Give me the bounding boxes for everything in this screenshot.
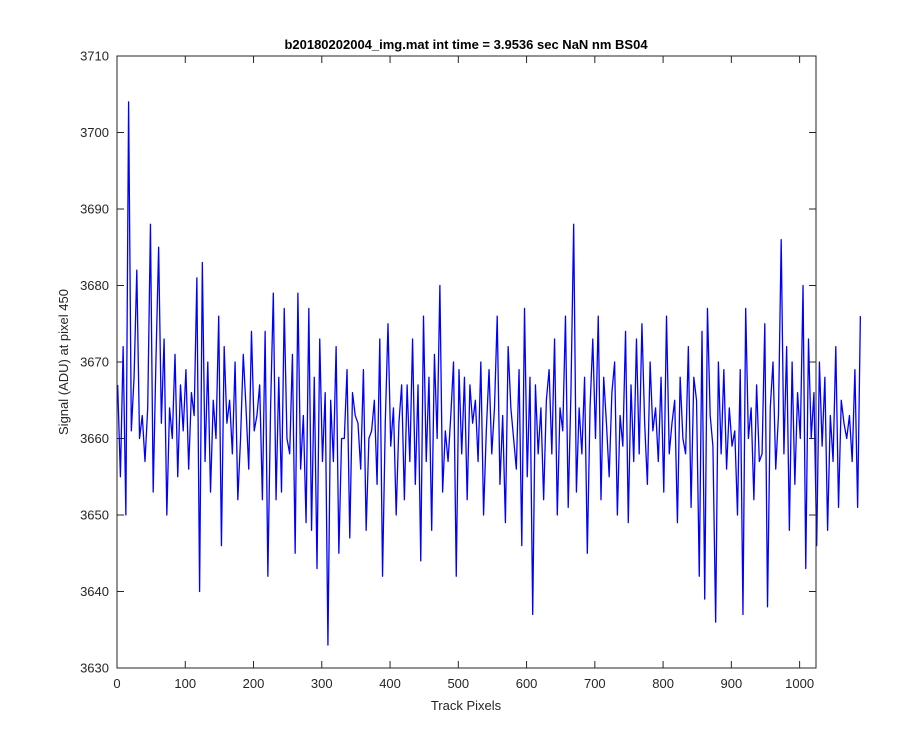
x-tick-label: 800 bbox=[652, 676, 674, 691]
y-tick-label: 3710 bbox=[80, 49, 109, 64]
x-tick-label: 900 bbox=[721, 676, 743, 691]
x-tick-label: 500 bbox=[447, 676, 469, 691]
x-tick-label: 300 bbox=[311, 676, 333, 691]
y-tick-label: 3640 bbox=[80, 584, 109, 599]
x-tick-label: 1000 bbox=[785, 676, 814, 691]
y-tick-label: 3700 bbox=[80, 125, 109, 140]
x-tick-label: 0 bbox=[113, 676, 120, 691]
y-tick-label: 3660 bbox=[80, 431, 109, 446]
y-tick-label: 3680 bbox=[80, 278, 109, 293]
axis-ticks: 0 100 200 300 400 500 600 700 800 900 1000 3630 3640… bbox=[80, 49, 816, 691]
x-tick-label: 100 bbox=[174, 676, 196, 691]
y-tick-label: 3670 bbox=[80, 355, 109, 370]
series-group bbox=[117, 101, 862, 646]
x-tick-label: 600 bbox=[516, 676, 538, 691]
x-tick-label: 200 bbox=[243, 676, 265, 691]
plot-frame bbox=[116, 55, 817, 669]
x-axis-title: Track Pixels bbox=[431, 698, 502, 713]
x-tick-label: 400 bbox=[379, 676, 401, 691]
plot-area bbox=[117, 56, 816, 668]
y-tick-label: 3650 bbox=[80, 508, 109, 523]
y-tick-label: 3630 bbox=[80, 661, 109, 676]
series-line bbox=[117, 101, 862, 646]
y-tick-label: 3690 bbox=[80, 202, 109, 217]
x-tick-label: 700 bbox=[584, 676, 606, 691]
y-axis-title: Signal (ADU) at pixel 450 bbox=[56, 289, 71, 435]
chart-title: b20180202004_img.mat int time = 3.9536 s… bbox=[284, 37, 648, 52]
